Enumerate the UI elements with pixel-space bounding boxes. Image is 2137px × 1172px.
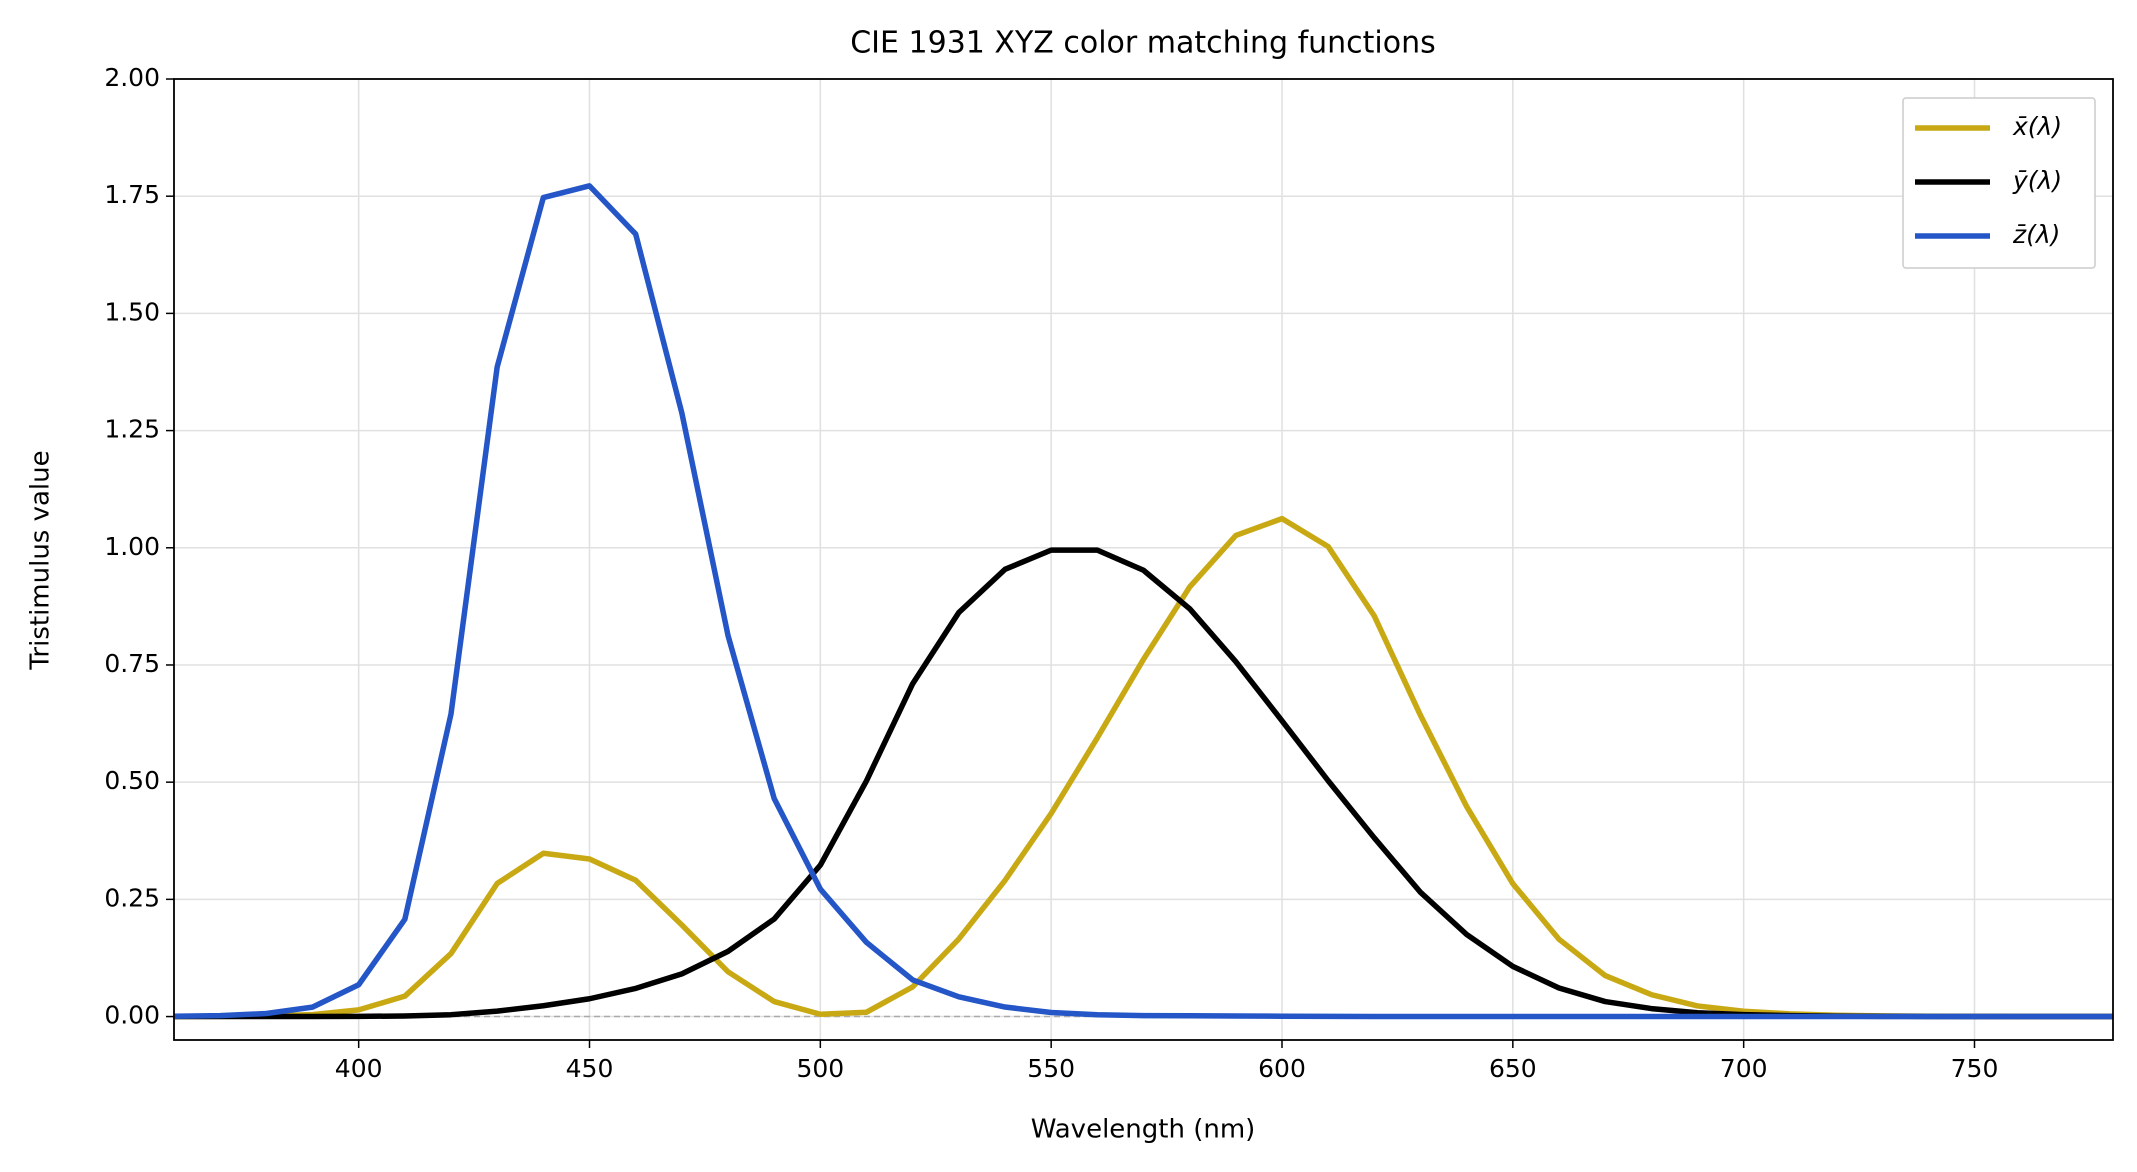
x-axis-label: Wavelength (nm) (1031, 1115, 1256, 1145)
series-line (174, 183, 2113, 1020)
y-tick-label: 0.50 (104, 766, 160, 795)
x-tick-label: 450 (566, 1054, 614, 1083)
x-tick-label: 400 (335, 1054, 383, 1083)
legend-label: x̄(λ) (2012, 112, 2062, 141)
x-tick-label: 700 (1720, 1054, 1768, 1083)
x-tick-label: 550 (1027, 1054, 1075, 1083)
y-tick-label: 2.00 (104, 63, 160, 92)
y-tick-label: 0.00 (104, 1001, 160, 1030)
y-axis-label: Tristimulus value (26, 450, 56, 670)
y-tick-label: 0.25 (104, 883, 160, 912)
chart-title: CIE 1931 XYZ color matching functions (850, 26, 1436, 61)
y-tick-label: 0.75 (104, 649, 160, 678)
x-tick-label: 650 (1489, 1054, 1537, 1083)
y-tick-label: 1.00 (104, 532, 160, 561)
legend-box (1902, 97, 2096, 269)
y-tick-label: 1.25 (104, 415, 160, 444)
x-tick-label: 500 (796, 1054, 844, 1083)
x-tick-label: 600 (1258, 1054, 1306, 1083)
y-tick-label: 1.75 (104, 180, 160, 209)
y-tick-label: 1.50 (104, 297, 160, 326)
plot-frame (173, 78, 2114, 1041)
legend-label: z̄(λ) (2012, 220, 2060, 249)
legend-label: ȳ(λ) (2012, 166, 2062, 195)
x-tick-label: 750 (1951, 1054, 1999, 1083)
